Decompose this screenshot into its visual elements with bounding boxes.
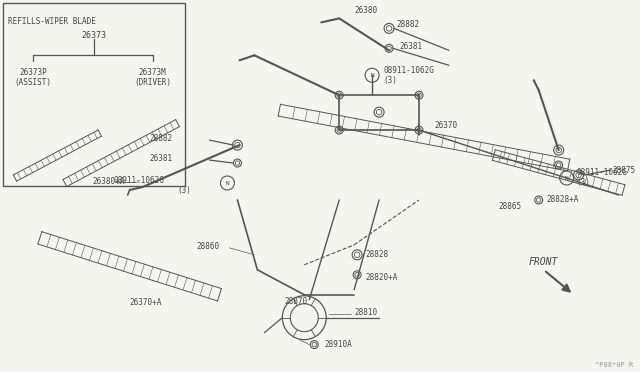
- Text: 28820+A: 28820+A: [365, 273, 397, 282]
- Text: 28910A: 28910A: [324, 340, 352, 349]
- Text: 26373M: 26373M: [139, 68, 166, 77]
- Text: 28865: 28865: [499, 202, 522, 211]
- Text: 08911-1062G: 08911-1062G: [114, 176, 164, 185]
- Text: 26370: 26370: [434, 121, 457, 130]
- Text: 28810: 28810: [354, 308, 377, 317]
- Text: (3): (3): [178, 186, 191, 196]
- Text: 28828+A: 28828+A: [547, 195, 579, 205]
- FancyBboxPatch shape: [3, 3, 184, 186]
- Text: (3): (3): [577, 177, 591, 186]
- Text: 28875: 28875: [612, 166, 636, 174]
- Text: N: N: [370, 73, 374, 78]
- Text: 26380+A: 26380+A: [93, 176, 125, 186]
- Text: ^P88*0P R: ^P88*0P R: [595, 362, 634, 368]
- Text: REFILLS-WIPER BLADE: REFILLS-WIPER BLADE: [8, 17, 96, 26]
- Text: 28860: 28860: [196, 242, 220, 251]
- Text: 28882: 28882: [150, 134, 173, 142]
- Text: N: N: [225, 180, 229, 186]
- Text: N: N: [564, 176, 568, 180]
- Text: 28828: 28828: [365, 250, 388, 259]
- Text: 26373: 26373: [81, 31, 106, 41]
- Text: 28870: 28870: [284, 297, 307, 306]
- Text: 08911-1062G: 08911-1062G: [577, 167, 627, 177]
- Text: 28882: 28882: [396, 20, 419, 29]
- Text: 26380: 26380: [354, 6, 377, 15]
- Text: 26381: 26381: [150, 154, 173, 163]
- Text: FRONT: FRONT: [529, 257, 558, 267]
- Text: 26370+A: 26370+A: [130, 298, 162, 307]
- Text: (ASSIST): (ASSIST): [15, 78, 51, 87]
- Text: (3): (3): [383, 76, 397, 85]
- Text: 08911-1062G: 08911-1062G: [383, 66, 434, 75]
- Text: 26381: 26381: [399, 42, 422, 51]
- Text: (DRIVER): (DRIVER): [134, 78, 171, 87]
- Text: 26373P: 26373P: [19, 68, 47, 77]
